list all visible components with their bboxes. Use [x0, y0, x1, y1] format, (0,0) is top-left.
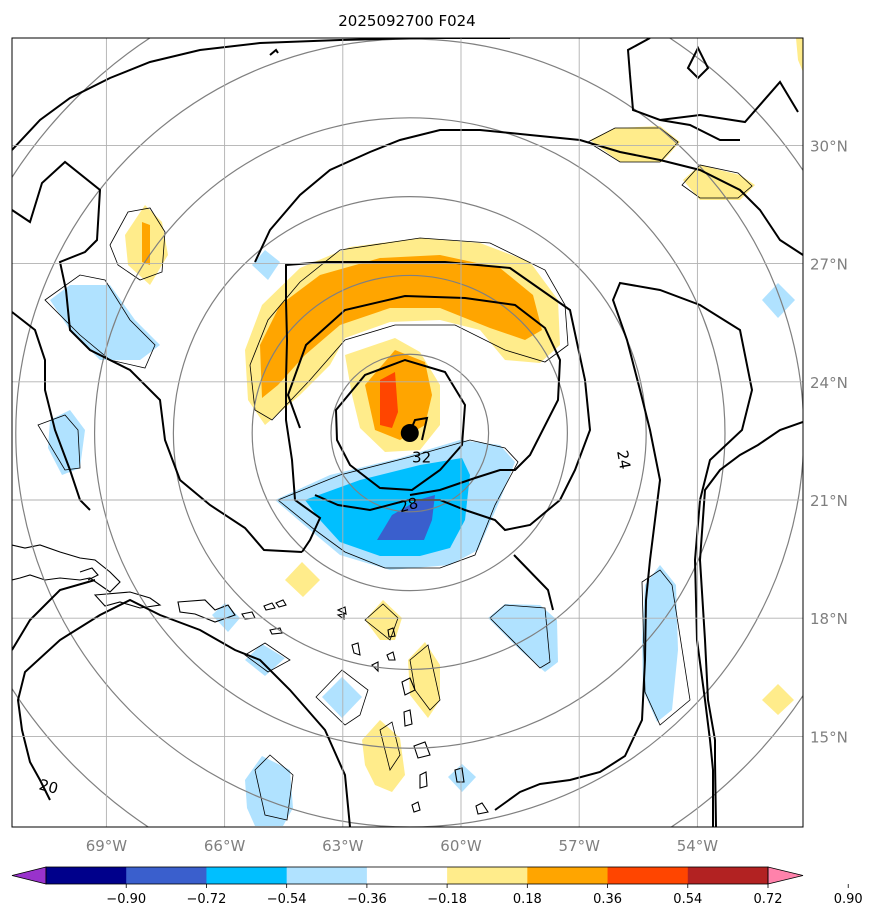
- shaded-fields: [48, 38, 803, 826]
- x-tick-label: 57°W: [558, 837, 600, 855]
- contour-label: 28: [397, 494, 420, 516]
- colorbar: −0.90 −0.72 −0.54 −0.36 −0.18 0.18 0.36 0.54 0.7…: [11, 866, 863, 907]
- x-tick-label: 54°W: [677, 837, 719, 855]
- x-tick-label: 60°W: [440, 837, 482, 855]
- colorbar-tick-label: 0.18: [513, 892, 542, 907]
- range-ring: [251, 274, 568, 592]
- contour-label: 20: [37, 776, 60, 798]
- colorbar-tick-label: 0.90: [834, 892, 863, 907]
- colorbar-tick-label: −0.72: [187, 892, 227, 907]
- colorbar-segment: [447, 867, 528, 884]
- y-tick-label: 30°N: [810, 137, 848, 155]
- y-tick-label: 18°N: [810, 610, 848, 628]
- negative-lobe-cyan: [305, 458, 470, 556]
- colorbar-tick-label: 0.54: [673, 892, 702, 907]
- positive-core-red: [380, 372, 398, 428]
- storm-center-marker: [400, 424, 419, 443]
- thin-contours: [37, 127, 753, 821]
- range-ring: [330, 353, 490, 513]
- x-tick-label: 63°W: [322, 837, 364, 855]
- gridlines: [12, 38, 803, 827]
- contour-label: 24: [613, 449, 634, 471]
- colorbar-tick-label: 0.72: [754, 892, 783, 907]
- colorbar-segment: [607, 867, 689, 884]
- colorbar-extend-high: [767, 866, 804, 885]
- colorbar-tick-label: −0.54: [267, 892, 307, 907]
- colorbar-segment: [687, 867, 769, 884]
- range-ring: [93, 117, 726, 749]
- contour-label: 32: [412, 449, 431, 467]
- y-tick-label: 21°N: [810, 492, 848, 510]
- colorbar-segment: [366, 867, 448, 884]
- colorbar-segment: [286, 867, 368, 884]
- map-frame: [11, 37, 804, 828]
- y-tick-label: 24°N: [810, 374, 848, 392]
- contour-labels: 32 28 24 20: [37, 449, 634, 798]
- colorbar-segment: [527, 867, 609, 884]
- y-tick-label: 15°N: [810, 728, 848, 746]
- colorbar-extend-low: [11, 866, 47, 885]
- colorbar-frame: [45, 866, 769, 885]
- colorbar-segment: [206, 867, 288, 884]
- x-tick-labels: 69°W 66°W 63°W 60°W 57°W 54°W: [86, 837, 719, 855]
- colorbar-tick-label: 0.36: [593, 892, 622, 907]
- colorbar-segment: [46, 867, 127, 884]
- colorbar-tick-label: −0.36: [347, 892, 387, 907]
- coastlines: [12, 544, 489, 815]
- colorbar-tick-label: −0.18: [427, 892, 467, 907]
- negative-lobe-blue: [377, 495, 435, 540]
- storm-center-dot: [400, 424, 419, 443]
- colorbar-tick-label: −0.90: [106, 892, 146, 907]
- y-tick-label: 27°N: [810, 256, 848, 274]
- thick-contours: [12, 38, 803, 827]
- x-tick-label: 66°W: [204, 837, 246, 855]
- colorbar-segment: [126, 867, 207, 884]
- x-tick-label: 69°W: [86, 837, 128, 855]
- range-ring: [172, 196, 647, 671]
- y-tick-labels: 30°N 27°N 24°N 21°N 18°N 15°N: [810, 137, 848, 746]
- chart-title: 2025092700 F024: [338, 12, 475, 30]
- positive-arc-orange: [260, 255, 542, 398]
